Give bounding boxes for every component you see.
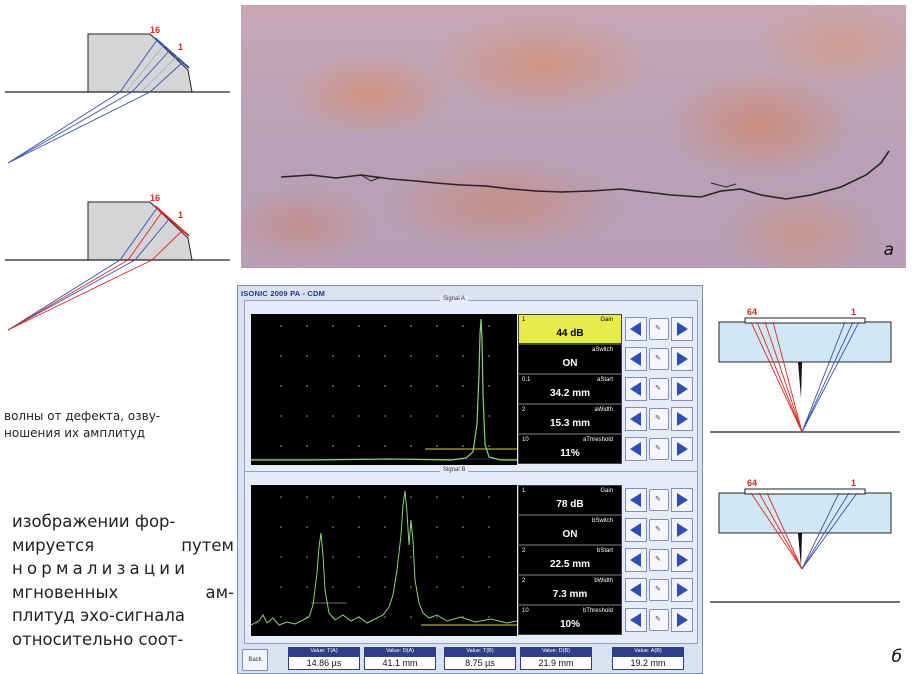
param-a-start-controls: ✎: [625, 375, 695, 403]
arrow-right-icon[interactable]: [671, 518, 693, 542]
param-b-switch[interactable]: bSwitch ON: [518, 515, 622, 545]
figure-label-b: б: [891, 647, 902, 667]
arrow-left-icon[interactable]: [625, 407, 647, 431]
value-ta: Value: T(A) 14.86 µs: [288, 647, 360, 672]
value-ab: Value: A(B) 19.2 mm: [612, 647, 684, 672]
param-a-gain[interactable]: 1 Gain 44 dB: [518, 314, 622, 344]
arrow-right-icon[interactable]: [671, 488, 693, 512]
param-a-threshold-controls: ✎: [625, 435, 695, 463]
app-title: ISONIC 2009 PA - CDM: [241, 289, 326, 298]
value-da: Value: D(A) 41.1 mm: [364, 647, 436, 672]
crack-photo: а: [241, 5, 906, 268]
body-line: плитуд эхо-сигнала: [12, 606, 185, 625]
caption-line: волны от дефекта, озву-: [4, 409, 161, 423]
probe-label-1: 1: [178, 210, 183, 220]
body-line: нормализации: [12, 559, 190, 578]
phased-array-diagram-top: 64 1: [710, 307, 900, 433]
arrow-right-icon[interactable]: [671, 347, 693, 371]
signal-a-label: Signal A: [440, 296, 469, 302]
arrow-left-icon[interactable]: [625, 437, 647, 461]
param-a-width[interactable]: 2 aWidth 15.3 mm: [518, 404, 622, 434]
param-b-gain[interactable]: 1 Gain 78 dB: [518, 485, 622, 515]
param-b-start-controls: ✎: [625, 546, 695, 574]
param-b-start[interactable]: 2 bStart 22.5 mm: [518, 545, 622, 575]
probe-diagram-top: 16 1: [5, 25, 230, 164]
arrow-left-icon[interactable]: [625, 347, 647, 371]
arrow-left-icon[interactable]: [625, 578, 647, 602]
edit-icon[interactable]: ✎: [649, 318, 669, 340]
probe-label-16: 16: [150, 193, 160, 203]
edit-icon[interactable]: ✎: [649, 519, 669, 541]
array-label-64: 64: [747, 478, 757, 488]
figure-caption: волны от дефекта, озву- ношения их ампли…: [4, 408, 234, 442]
param-a-switch-controls: ✎: [625, 345, 695, 373]
phased-array-diagram-bottom: 64 1: [710, 478, 900, 603]
arrow-right-icon[interactable]: [671, 437, 693, 461]
probe-label-1: 1: [178, 42, 183, 52]
body-line: мгновенных ам-: [12, 582, 234, 602]
arrow-right-icon[interactable]: [671, 608, 693, 632]
signal-b-scope: [251, 485, 517, 636]
crack-line: [280, 150, 890, 200]
arrow-left-icon[interactable]: [625, 488, 647, 512]
isonic-app-window: ISONIC 2009 PA - CDM Signal A 1 Gain 44 dB…: [237, 285, 703, 674]
body-line: изображении фор-: [12, 512, 176, 531]
arrow-left-icon[interactable]: [625, 608, 647, 632]
signal-b-panel: Signal B 1 Gain 78 dB bSwitch ON 2 bStart 22.…: [244, 467, 698, 644]
probe-label-16: 16: [150, 25, 160, 35]
param-b-threshold-controls: ✎: [625, 606, 695, 634]
arrow-left-icon[interactable]: [625, 317, 647, 341]
array-label-1: 1: [851, 307, 856, 317]
signal-a-scope: [251, 314, 517, 465]
arrow-right-icon[interactable]: [671, 578, 693, 602]
edit-icon[interactable]: ✎: [649, 489, 669, 511]
edit-icon[interactable]: ✎: [649, 579, 669, 601]
param-a-gain-controls: ✎: [625, 315, 695, 343]
param-a-start[interactable]: 0.1 aStart 34.2 mm: [518, 374, 622, 404]
edit-icon[interactable]: ✎: [649, 408, 669, 430]
param-b-width[interactable]: 2 bWidth 7.3 mm: [518, 575, 622, 605]
edit-icon[interactable]: ✎: [649, 438, 669, 460]
param-a-width-controls: ✎: [625, 405, 695, 433]
body-paragraph: изображении фор- мируется путем нормализа…: [12, 510, 234, 651]
arrow-right-icon[interactable]: [671, 317, 693, 341]
edit-icon[interactable]: ✎: [649, 348, 669, 370]
edit-icon[interactable]: ✎: [649, 549, 669, 571]
array-label-1: 1: [851, 478, 856, 488]
back-button[interactable]: Back: [242, 649, 268, 671]
arrow-left-icon[interactable]: [625, 377, 647, 401]
array-label-64: 64: [747, 307, 757, 317]
arrow-right-icon[interactable]: [671, 377, 693, 401]
value-db: Value: D(B) 21.9 mm: [520, 647, 592, 672]
arrow-left-icon[interactable]: [625, 548, 647, 572]
param-b-threshold[interactable]: 10 bThreshold 10%: [518, 605, 622, 635]
body-line: мируется путем: [12, 535, 234, 555]
caption-line: ношения их амплитуд: [4, 426, 146, 440]
param-a-threshold[interactable]: 10 aThreshold 11%: [518, 434, 622, 464]
arrow-left-icon[interactable]: [625, 518, 647, 542]
body-line: относительно соот-: [12, 629, 184, 649]
probe-diagram-bottom: 16 1: [5, 193, 230, 331]
arrow-right-icon[interactable]: [671, 407, 693, 431]
value-tb: Value: T(B) 8.75 µs: [444, 647, 516, 672]
signal-a-panel: Signal A 1 Gain 44 dB aSwitch ON 0.1 aStart 3…: [244, 296, 698, 473]
param-b-switch-controls: ✎: [625, 516, 695, 544]
signal-b-label: Signal B: [440, 467, 469, 473]
param-a-switch[interactable]: aSwitch ON: [518, 344, 622, 374]
figure-label-a: а: [883, 240, 894, 260]
param-b-gain-controls: ✎: [625, 486, 695, 514]
param-b-width-controls: ✎: [625, 576, 695, 604]
edit-icon[interactable]: ✎: [649, 378, 669, 400]
arrow-right-icon[interactable]: [671, 548, 693, 572]
edit-icon[interactable]: ✎: [649, 609, 669, 631]
